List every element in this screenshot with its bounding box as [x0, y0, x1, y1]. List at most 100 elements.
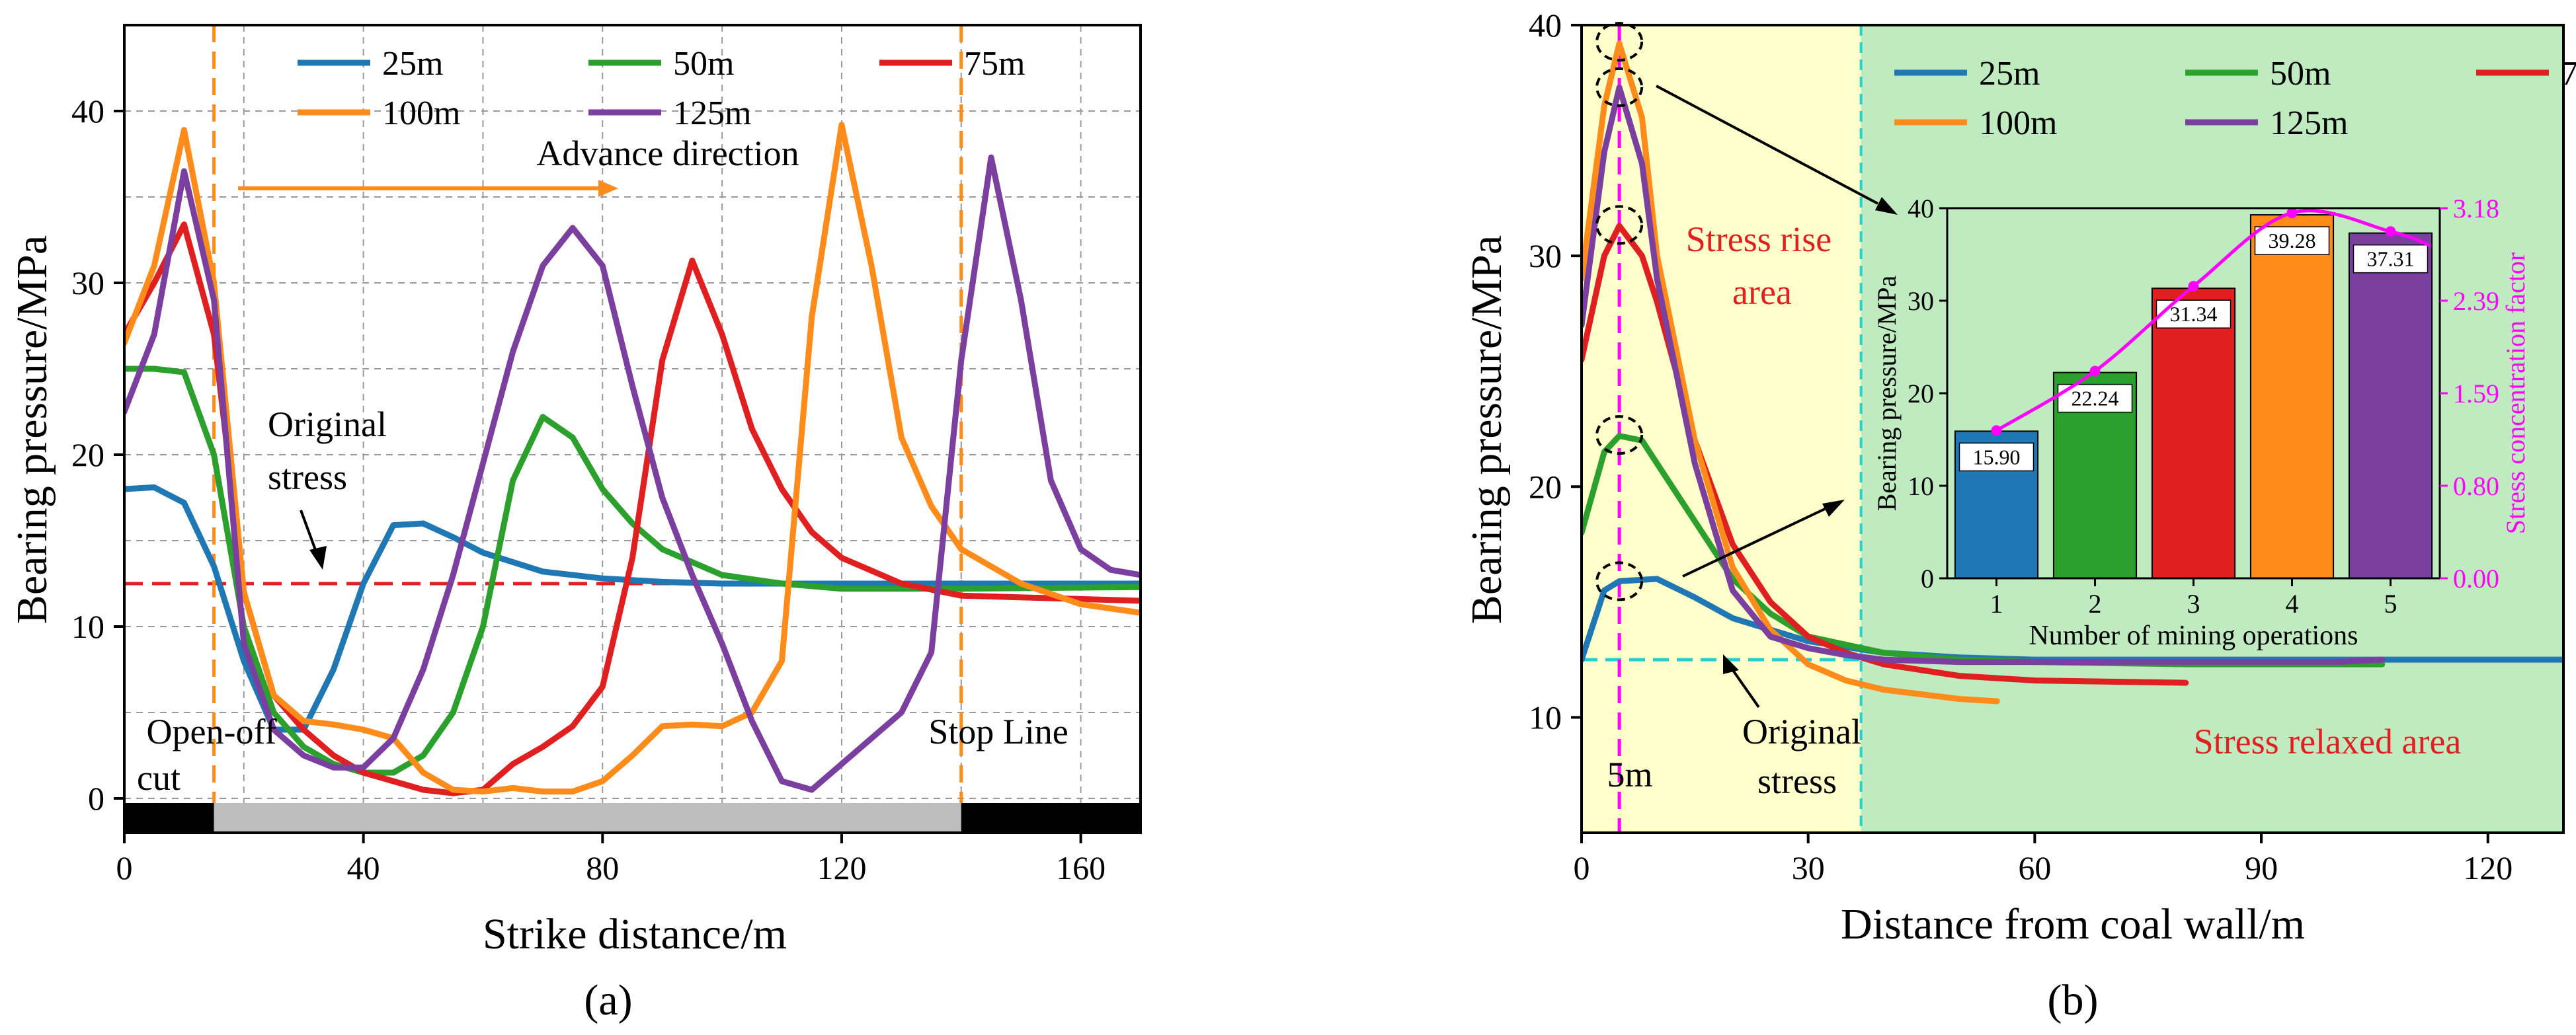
inset-value-label-box [1958, 442, 2034, 472]
inset-factor-curve [1995, 209, 2431, 432]
advance-direction-arrow [238, 180, 618, 197]
b-xtick-label: 120 [2463, 849, 2513, 886]
a-series-75m [124, 221, 1141, 796]
a-ytick-label: 20 [71, 436, 104, 473]
b-original-stress-line2: stress [1757, 761, 1837, 801]
inset-value-label: 15.90 [1973, 445, 2021, 469]
a-ytick-label: 40 [71, 93, 104, 130]
original-stress-label-line1: Original [268, 404, 387, 444]
a-xtick-label: 120 [817, 849, 866, 886]
b-ytick-label: 40 [1529, 7, 1562, 44]
inset-ytick-label: 0 [1921, 564, 1934, 594]
open-off-cut-label-line2: cut [137, 758, 181, 798]
panel-b-y-label: Bearing pressure/MPa [1463, 235, 1511, 624]
stress-rise-label-line2: area [1732, 272, 1792, 312]
inset-factor-point [2188, 280, 2199, 291]
inset-ytick-label: 30 [1908, 286, 1934, 316]
b-legend-label-100m: 100m [1979, 104, 2057, 142]
inset-value-label: 22.24 [2072, 387, 2119, 410]
original-stress-arrow [300, 510, 327, 570]
panel-b: 03060901201020304025m50m75m100m125m Stre… [1463, 7, 2576, 1024]
b-series-125m [1582, 84, 2386, 666]
inset-factor-point [2286, 208, 2298, 219]
b-original-stress-arrow [1723, 654, 1760, 709]
stress-relaxed-label: Stress relaxed area [2194, 722, 2462, 761]
inset-y-label: Bearing pressure/MPa [1872, 275, 1902, 511]
b-legend-label-125m: 125m [2270, 104, 2348, 142]
panel-b-peak-circles [1595, 22, 1644, 601]
inset-value-label-box [2155, 299, 2232, 328]
b-xtick-label: 60 [2018, 849, 2051, 886]
panel-a-frame [123, 24, 1142, 834]
panel-b-frame [1580, 24, 2565, 834]
a-legend-label-125m: 125m [673, 95, 751, 132]
a-xtick-label: 80 [586, 849, 619, 886]
panel-b-ticks: 03060901201020304025m50m75m100m125m [1529, 7, 2576, 886]
b-xtick-label: 0 [1574, 849, 1590, 886]
peak-circle [1595, 415, 1644, 455]
inset-y2tick-label: 0.80 [2453, 471, 2499, 501]
panel-a-ticks: 0 40 80 120 160 0 10 20 30 40 25m 50m 75m 100m 125m [71, 45, 1106, 886]
panel-b-series [1582, 40, 2563, 705]
panel-b-x-label: Distance from coal wall/m [1841, 900, 2305, 948]
inset-y2-label: Stress concentration factor [2501, 252, 2530, 535]
open-off-cut-label-line1: Open-off [147, 712, 277, 751]
five-m-label: 5m [1607, 755, 1652, 794]
peak-circle [1595, 22, 1644, 62]
coal-block-left [124, 803, 214, 833]
inset-bar-3 [2151, 288, 2236, 579]
b-series-100m [1582, 40, 2000, 705]
inset-xtick-label: 5 [2384, 589, 2397, 619]
b-ytick-label: 20 [1529, 468, 1562, 505]
inset-xtick-label: 4 [2286, 589, 2299, 619]
panel-a-x-label: Strike distance/m [483, 910, 787, 958]
inset-value-label: 37.31 [2367, 247, 2415, 271]
inset-factor-point [2385, 226, 2396, 237]
a-ytick-label: 30 [71, 264, 104, 301]
stop-line-label: Stop Line [928, 712, 1068, 751]
inset-y2tick-label: 3.18 [2453, 194, 2499, 223]
advance-direction-label: Advance direction [536, 134, 799, 173]
inset-y2tick-label: 2.39 [2453, 286, 2499, 316]
original-stress-label-line2: stress [268, 457, 347, 497]
inset-ytick-label: 20 [1908, 379, 1934, 408]
a-xtick-label: 160 [1056, 849, 1106, 886]
mined-gob-bar [214, 803, 961, 833]
a-series-125m [124, 154, 1141, 793]
b-original-stress-line1: Original [1742, 712, 1861, 751]
inset-y2tick-label: 1.59 [2453, 379, 2499, 408]
callout-arrows [1656, 85, 1898, 578]
panel-a-caption: (a) [584, 976, 632, 1024]
peak-circle [1595, 205, 1644, 245]
b-ytick-label: 30 [1529, 237, 1562, 274]
panel-b-caption: (b) [2048, 976, 2099, 1024]
a-ytick-label: 0 [88, 780, 104, 817]
stress-rise-label-line1: Stress rise [1686, 219, 1831, 259]
a-legend-label-100m: 100m [382, 95, 460, 132]
peak-circle [1595, 67, 1644, 107]
inset-bar-4 [2249, 214, 2335, 579]
panel-a: 0 40 80 120 160 0 10 20 30 40 25m 50m 75m 100m 125m Ad… [8, 24, 1142, 1024]
panel-a-series [124, 122, 1141, 796]
inset-xtick-label: 3 [2187, 589, 2200, 619]
b-legend-label-75m: 75m [2561, 55, 2576, 93]
inset-factor-point [1991, 425, 2002, 436]
inset-x-label: Number of mining operations [2029, 621, 2358, 651]
b-ytick-label: 10 [1529, 699, 1562, 736]
inset-ytick-label: 10 [1908, 471, 1934, 501]
inset-ytick-label: 40 [1908, 194, 1934, 223]
inset-value-label-box [2353, 244, 2429, 274]
a-legend-label-25m: 25m [382, 45, 443, 83]
b-xtick-label: 90 [2245, 849, 2278, 886]
a-legend-label-75m: 75m [964, 45, 1025, 83]
inset-factor-point [2089, 365, 2101, 377]
stress-rise-area [1582, 25, 1861, 833]
b-series-75m [1582, 223, 2189, 686]
a-series-25m [124, 484, 1141, 733]
panel-a-y-label: Bearing pressure/MPa [8, 235, 56, 624]
a-ytick-label: 10 [71, 608, 104, 645]
inset-xtick-label: 1 [1990, 589, 2003, 619]
peak-circle [1595, 561, 1644, 601]
a-legend-label-50m: 50m [673, 45, 734, 83]
